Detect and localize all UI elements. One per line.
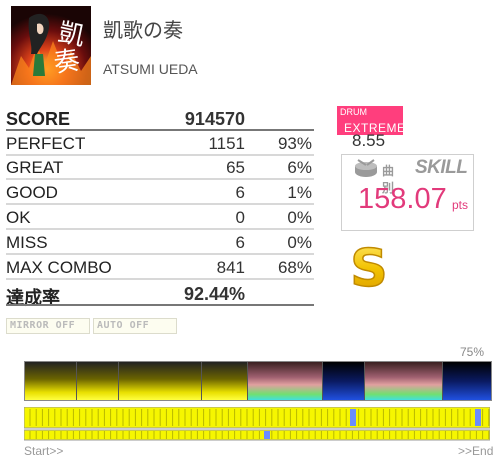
result-label: PERFECT (6, 134, 86, 153)
result-count: 6 (235, 183, 245, 202)
result-percent: 0% (287, 208, 312, 227)
svg-text:奏: 奏 (52, 46, 82, 79)
result-percent: 6% (287, 158, 312, 177)
rank-badge: S (347, 238, 391, 300)
achievement-row: 達成率 92.44% (6, 282, 314, 308)
result-count: 6 (235, 233, 245, 252)
graph-percent: 75% (460, 345, 485, 359)
song-jacket: 凱 奏 (11, 6, 91, 85)
performance-graph (24, 361, 492, 401)
result-label: MISS (6, 233, 48, 252)
svg-text:凱: 凱 (56, 18, 88, 53)
result-count: 65 (226, 158, 245, 177)
song-artist: ATSUMI UEDA (103, 61, 198, 77)
skill-prefix: 曲別 (382, 164, 395, 195)
result-count: 1151 (208, 134, 245, 153)
score-label: SCORE (6, 109, 71, 129)
result-row-miss: MISS 6 0% (6, 231, 314, 255)
difficulty-name: EXTREME (344, 121, 406, 135)
timeline-start-label: Start>> (24, 444, 64, 458)
mirror-option-badge: MIRROR OFF (6, 318, 90, 334)
timeline-end-label: >>End (458, 444, 494, 458)
skill-value: 158.07 (358, 183, 447, 215)
result-percent: 93% (277, 134, 312, 153)
result-label: GOOD (6, 183, 58, 202)
result-count: 841 (216, 258, 245, 277)
result-row-good: GOOD 6 1% (6, 181, 314, 205)
skill-panel: 曲別 SKILL 158.07 pts (341, 154, 474, 231)
result-percent: 0% (287, 233, 312, 252)
jacket-art: 凱 奏 (11, 6, 91, 85)
result-percent: 1% (287, 183, 312, 202)
miss-marker (264, 431, 270, 439)
score-value: 914570 (184, 109, 245, 129)
result-label: OK (6, 208, 31, 227)
rank-s-icon: S (350, 238, 389, 300)
skill-label: SKILL (415, 157, 468, 178)
achievement-value: 92.44% (183, 284, 245, 304)
skill-unit: pts (452, 198, 469, 212)
difficulty-instrument: DRUM (340, 107, 367, 117)
result-row-max-combo: MAX COMBO 841 68% (6, 256, 314, 280)
result-label: GREAT (6, 158, 64, 177)
score-row: SCORE 914570 (6, 107, 314, 131)
miss-marker (475, 409, 481, 426)
result-percent: 68% (277, 258, 312, 277)
achievement-label: 達成率 (6, 288, 60, 308)
rank-letter: S (350, 240, 387, 292)
result-row-ok: OK 0 0% (6, 206, 314, 230)
auto-option-badge: AUTO OFF (93, 318, 177, 334)
miss-marker (350, 409, 356, 426)
result-label: MAX COMBO (6, 258, 112, 277)
timeline-bars (23, 406, 491, 441)
result-row-great: GREAT 65 6% (6, 156, 314, 180)
drum-icon (355, 159, 377, 177)
result-count: 0 (235, 208, 245, 227)
difficulty-level: 8.55 (352, 131, 386, 150)
difficulty-badge: DRUM EXTREME (337, 106, 406, 135)
result-row-perfect: PERFECT 1151 93% (6, 132, 314, 156)
song-title: 凱歌の奏 (103, 20, 183, 42)
note-timeline (23, 406, 491, 441)
